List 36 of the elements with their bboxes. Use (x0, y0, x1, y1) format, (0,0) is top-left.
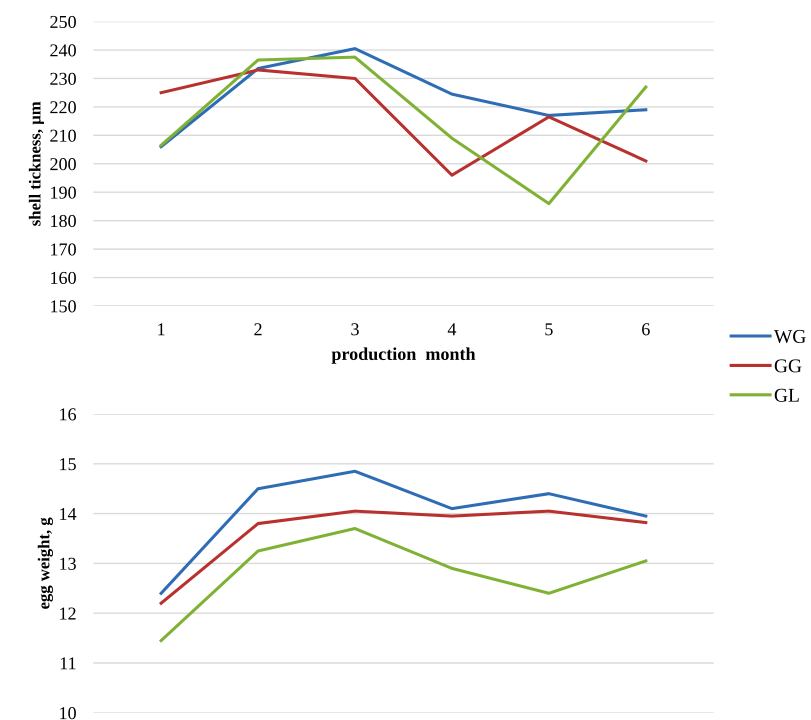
x-tick-label: 2 (254, 323, 262, 336)
y-axis-title: shell tickness, µm (28, 102, 44, 226)
legend-label: GG (774, 359, 802, 372)
y-tick-label: 220 (50, 101, 76, 114)
y-tick-label: 160 (51, 272, 76, 284)
x-axis-title: production month (332, 347, 476, 364)
line-series (160, 510, 648, 605)
y-tick-label: 250 (50, 16, 76, 28)
x-tick-label: 5 (545, 323, 553, 336)
y-tick-label: 170 (51, 243, 76, 256)
line-series (160, 527, 648, 642)
y-tick-label: 200 (50, 158, 76, 170)
y-tick-label: 14 (60, 508, 76, 520)
x-tick-label: 6 (642, 323, 650, 336)
y-tick-label: 15 (60, 458, 76, 470)
legend-label: WG (774, 330, 806, 344)
line-series (160, 56, 648, 206)
y-tick-label: 240 (50, 44, 76, 56)
y-tick-label: 12 (60, 608, 76, 620)
line-series (160, 47, 648, 148)
y-axis-title: egg weight, g (38, 518, 53, 609)
y-tick-label: 150 (51, 300, 76, 312)
x-tick-label: 4 (448, 323, 456, 336)
y-tick-label: 16 (60, 408, 76, 420)
line-series (160, 470, 648, 595)
legend-label: GL (774, 388, 799, 402)
x-tick-label: 3 (351, 323, 359, 336)
y-tick-label: 10 (60, 707, 76, 720)
y-tick-label: 190 (51, 186, 76, 199)
x-tick-label: 1 (158, 323, 165, 336)
line-series (160, 68, 648, 177)
y-tick-label: 230 (50, 72, 76, 85)
y-tick-label: 13 (60, 558, 76, 570)
y-tick-label: 210 (50, 130, 76, 142)
y-tick-label: 11 (60, 657, 76, 670)
y-tick-label: 180 (51, 214, 76, 228)
